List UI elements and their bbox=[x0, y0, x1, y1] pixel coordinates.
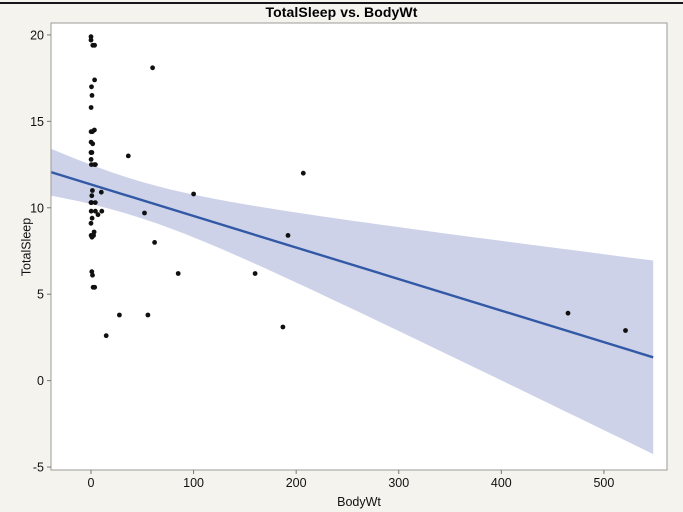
data-point[interactable] bbox=[175, 271, 181, 276]
data-point[interactable] bbox=[92, 284, 98, 290]
x-axis-label: BodyWt bbox=[337, 495, 381, 509]
data-point[interactable] bbox=[98, 189, 104, 195]
y-tick-label: 0 bbox=[37, 374, 44, 388]
data-point[interactable] bbox=[89, 93, 95, 98]
data-point[interactable] bbox=[88, 105, 94, 110]
data-point[interactable] bbox=[150, 65, 156, 71]
data-point[interactable] bbox=[88, 34, 94, 40]
x-tick-label: 200 bbox=[286, 476, 307, 490]
data-point[interactable] bbox=[88, 220, 94, 226]
data-point[interactable] bbox=[92, 127, 97, 133]
data-point[interactable] bbox=[90, 141, 96, 147]
data-point[interactable] bbox=[565, 310, 571, 316]
data-point[interactable] bbox=[145, 312, 151, 318]
chart-title: TotalSleep vs. BodyWt bbox=[265, 4, 418, 20]
data-point[interactable] bbox=[285, 233, 291, 238]
data-point[interactable] bbox=[91, 229, 97, 235]
data-point[interactable] bbox=[95, 212, 101, 218]
data-point[interactable] bbox=[300, 170, 306, 176]
data-point[interactable] bbox=[89, 200, 94, 206]
x-tick-label: 0 bbox=[88, 476, 95, 490]
data-point[interactable] bbox=[89, 84, 94, 90]
data-point[interactable] bbox=[88, 208, 94, 214]
confidence-band bbox=[51, 148, 654, 455]
data-point[interactable] bbox=[152, 240, 158, 245]
data-point[interactable] bbox=[117, 312, 122, 318]
data-point[interactable] bbox=[93, 208, 98, 214]
data-point[interactable] bbox=[90, 188, 95, 193]
y-tick-label: 20 bbox=[30, 28, 44, 42]
data-point[interactable] bbox=[125, 153, 131, 159]
data-point[interactable] bbox=[89, 150, 95, 155]
data-point[interactable] bbox=[92, 200, 98, 206]
data-point[interactable] bbox=[252, 271, 258, 276]
data-point[interactable] bbox=[93, 162, 98, 168]
data-point[interactable] bbox=[191, 191, 197, 197]
data-point[interactable] bbox=[89, 193, 95, 199]
y-tick-label: 5 bbox=[37, 288, 44, 302]
data-point[interactable] bbox=[90, 272, 95, 278]
data-point[interactable] bbox=[103, 333, 109, 339]
x-tick-label: 100 bbox=[183, 476, 204, 490]
plot-frame bbox=[50, 22, 668, 471]
data-point[interactable] bbox=[623, 328, 628, 333]
y-tick-label: 15 bbox=[30, 115, 44, 129]
x-tick-label: 500 bbox=[593, 476, 614, 490]
x-tick-label: 400 bbox=[491, 476, 512, 490]
y-axis-label: TotalSleep bbox=[19, 217, 34, 277]
data-point[interactable] bbox=[280, 324, 286, 330]
window-top-border bbox=[0, 2, 683, 4]
data-point[interactable] bbox=[99, 208, 105, 214]
data-point[interactable] bbox=[142, 210, 147, 216]
data-point[interactable] bbox=[88, 37, 94, 43]
data-point[interactable] bbox=[92, 77, 97, 83]
x-tick-label: 300 bbox=[388, 476, 409, 490]
y-tick-label: 10 bbox=[30, 201, 44, 215]
data-point[interactable] bbox=[88, 157, 94, 162]
regression-line[interactable] bbox=[50, 170, 654, 359]
data-point[interactable] bbox=[92, 42, 97, 48]
data-point[interactable] bbox=[89, 215, 95, 221]
y-tick-label: -5 bbox=[33, 461, 44, 475]
